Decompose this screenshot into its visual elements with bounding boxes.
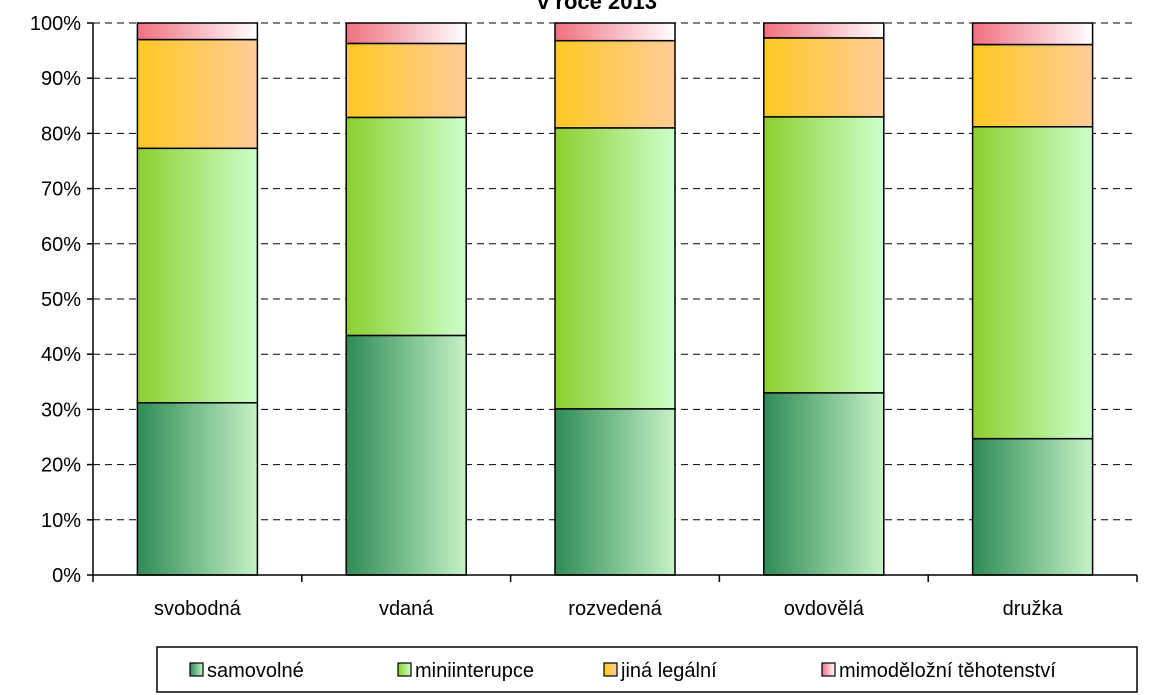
bar-segment-samovolné <box>345 334 467 576</box>
y-tick-label: 90% <box>41 68 81 90</box>
y-tick-label: 100% <box>30 13 81 35</box>
legend-label: mimoděložní těhotenství <box>839 660 1056 682</box>
legend-swatch <box>397 662 412 677</box>
y-tick-label: 50% <box>41 289 81 311</box>
legend-swatch <box>821 662 836 677</box>
bar-segment-mimoděložní těhotenství <box>971 22 1094 46</box>
bar-segment-miniinterupce <box>554 127 676 410</box>
y-tick-label: 40% <box>41 344 81 366</box>
y-tick-label: 20% <box>41 455 81 477</box>
legend-label: miniinterupce <box>415 660 534 682</box>
x-tick-label: ovdovělá <box>784 598 865 620</box>
bar-segment-samovolné <box>971 437 1094 576</box>
x-tick-label: družka <box>1003 598 1064 620</box>
y-tick-label: 0% <box>52 565 81 587</box>
legend-box <box>156 646 1138 693</box>
y-tick-label: 70% <box>41 179 81 201</box>
y-tick-label: 10% <box>41 510 81 532</box>
bar-segment-jiná legální <box>345 42 467 119</box>
axes: 0% 10% 20% 30% 40% 50% 60% 70% 80% 90% 100% svobodn… <box>30 13 1138 620</box>
bar-segment-mimoděložní těhotenství <box>554 22 676 42</box>
bar-segment-miniinterupce <box>763 116 885 394</box>
bar-segment-jiná legální <box>136 38 259 150</box>
legend-swatch <box>189 662 204 677</box>
y-tick-label: 80% <box>41 123 81 145</box>
legend-label: jiná legální <box>620 660 717 682</box>
bar-segment-samovolné <box>554 408 676 576</box>
bars <box>136 22 1094 576</box>
y-tick-label: 60% <box>41 234 81 256</box>
bar-segment-jiná legální <box>554 39 676 129</box>
bar-segment-samovolné <box>136 402 259 576</box>
bar-segment-jiná legální <box>971 43 1094 128</box>
legend: samovolné miniinterupce jiná legální mimodě… <box>156 646 1138 693</box>
x-tick-label: svobodná <box>154 598 242 620</box>
bar-segment-mimoděložní těhotenství <box>345 22 467 45</box>
bar-segment-mimoděložní těhotenství <box>136 22 259 41</box>
y-tick-label: 30% <box>41 399 81 421</box>
x-tick-label: vdaná <box>379 598 434 620</box>
bar-segment-miniinterupce <box>345 116 467 337</box>
bar-segment-miniinterupce <box>136 147 259 404</box>
bar-segment-jiná legální <box>763 37 885 118</box>
bar-segment-miniinterupce <box>971 126 1094 440</box>
x-tick-label: rozvedená <box>568 598 662 620</box>
bar-segment-mimoděložní těhotenství <box>763 22 885 39</box>
chart-title: v roce 2013 <box>537 0 657 14</box>
legend-label: samovolné <box>207 660 304 682</box>
legend-swatch <box>603 662 618 677</box>
bar-segment-samovolné <box>763 392 885 576</box>
